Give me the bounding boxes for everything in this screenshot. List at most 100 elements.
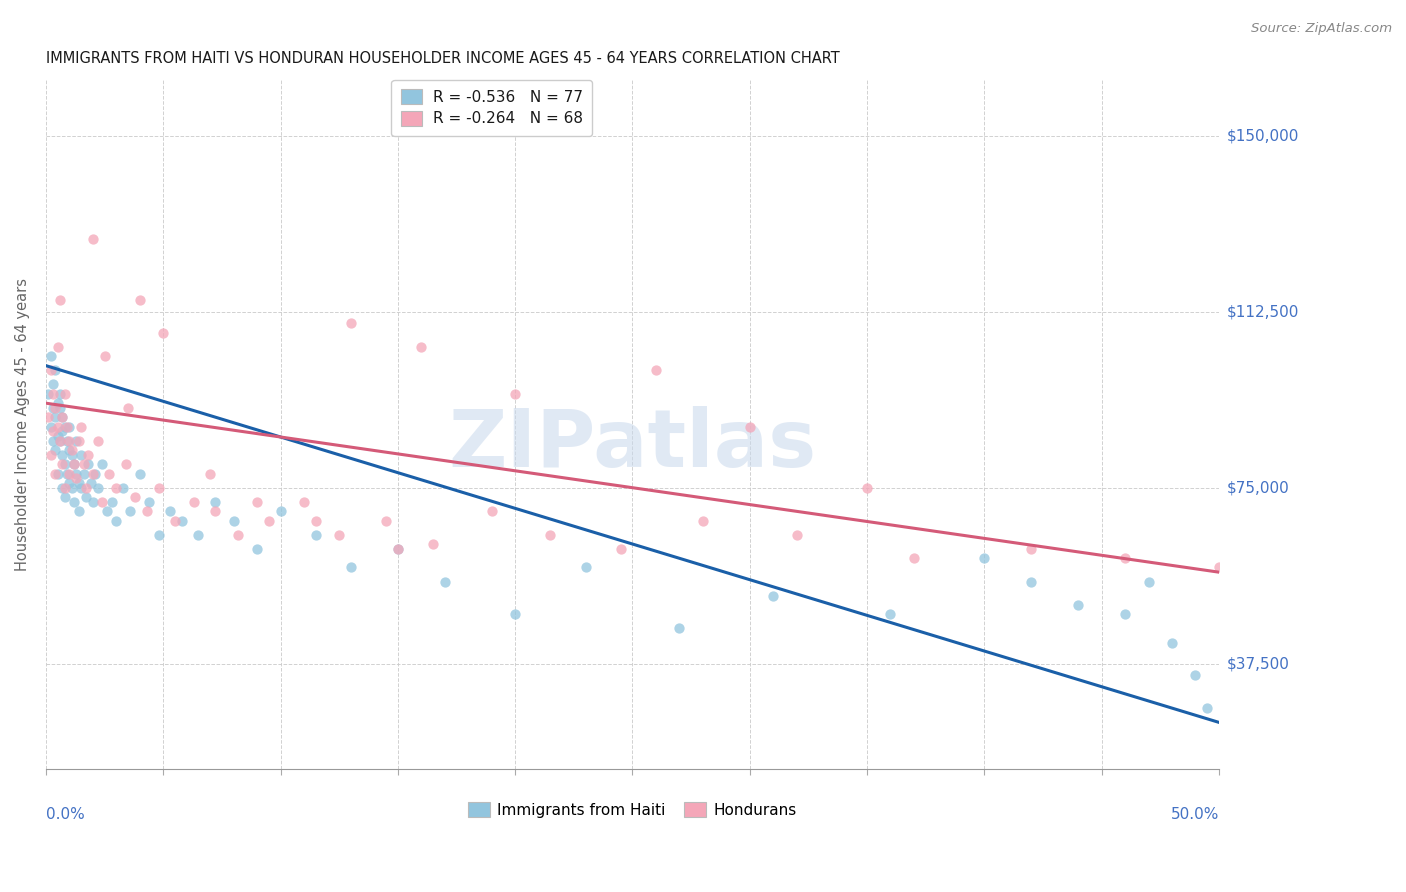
Legend: Immigrants from Haiti, Hondurans: Immigrants from Haiti, Hondurans xyxy=(463,796,803,823)
Point xyxy=(51,425,73,439)
Point xyxy=(411,340,433,354)
Point xyxy=(120,504,142,518)
Point xyxy=(114,457,136,471)
Point xyxy=(49,434,72,448)
Point xyxy=(70,481,93,495)
Point xyxy=(37,386,59,401)
Point xyxy=(375,514,398,528)
Point xyxy=(70,448,93,462)
Point xyxy=(198,467,221,481)
Point xyxy=(42,425,65,439)
Point xyxy=(49,401,72,415)
Point xyxy=(786,527,808,541)
Text: IMMIGRANTS FROM HAITI VS HONDURAN HOUSEHOLDER INCOME AGES 45 - 64 YEARS CORRELAT: IMMIGRANTS FROM HAITI VS HONDURAN HOUSEH… xyxy=(46,51,839,66)
Point xyxy=(152,326,174,340)
Point xyxy=(328,527,350,541)
Point xyxy=(292,495,315,509)
Point xyxy=(1197,701,1219,715)
Point xyxy=(65,471,87,485)
Point xyxy=(53,457,76,471)
Point xyxy=(39,419,62,434)
Point xyxy=(77,448,100,462)
Point xyxy=(340,317,363,331)
Point xyxy=(128,293,150,307)
Point xyxy=(387,541,409,556)
Point xyxy=(135,504,157,518)
Point xyxy=(100,495,122,509)
Point xyxy=(170,514,193,528)
Point xyxy=(84,467,107,481)
Point xyxy=(222,514,245,528)
Point xyxy=(124,490,146,504)
Point xyxy=(51,410,73,425)
Point xyxy=(67,504,90,518)
Point xyxy=(481,504,503,518)
Point xyxy=(340,560,363,574)
Point xyxy=(163,514,186,528)
Point xyxy=(387,541,409,556)
Point xyxy=(53,419,76,434)
Point xyxy=(1114,607,1136,622)
Point xyxy=(112,481,135,495)
Point xyxy=(204,495,226,509)
Point xyxy=(63,495,86,509)
Point xyxy=(503,607,526,622)
Point xyxy=(53,490,76,504)
Point xyxy=(49,386,72,401)
Point xyxy=(58,419,80,434)
Point xyxy=(72,467,94,481)
Point xyxy=(692,514,714,528)
Point xyxy=(56,467,79,481)
Point xyxy=(82,232,104,246)
Point xyxy=(86,434,108,448)
Point xyxy=(51,457,73,471)
Point xyxy=(91,495,114,509)
Point xyxy=(46,340,69,354)
Point xyxy=(56,434,79,448)
Point xyxy=(60,481,83,495)
Point xyxy=(1208,560,1230,574)
Point xyxy=(46,396,69,410)
Point xyxy=(44,443,66,458)
Point xyxy=(159,504,181,518)
Point xyxy=(738,419,761,434)
Point xyxy=(56,419,79,434)
Point xyxy=(856,481,879,495)
Point xyxy=(1019,541,1042,556)
Point xyxy=(538,527,561,541)
Point xyxy=(879,607,901,622)
Point xyxy=(1161,635,1184,649)
Point xyxy=(93,349,115,363)
Y-axis label: Householder Income Ages 45 - 64 years: Householder Income Ages 45 - 64 years xyxy=(15,277,30,571)
Point xyxy=(1137,574,1160,589)
Text: $112,500: $112,500 xyxy=(1227,304,1299,319)
Point xyxy=(51,410,73,425)
Point xyxy=(183,495,205,509)
Point xyxy=(58,467,80,481)
Point xyxy=(58,434,80,448)
Point xyxy=(105,514,128,528)
Point xyxy=(148,481,170,495)
Point xyxy=(644,363,666,377)
Point xyxy=(72,457,94,471)
Point xyxy=(204,504,226,518)
Point xyxy=(1067,598,1090,612)
Point xyxy=(39,448,62,462)
Point xyxy=(574,560,596,574)
Point xyxy=(91,457,114,471)
Text: ZIPatlas: ZIPatlas xyxy=(449,406,817,484)
Point xyxy=(246,541,269,556)
Point xyxy=(75,490,97,504)
Point xyxy=(228,527,250,541)
Point xyxy=(42,401,65,415)
Point xyxy=(82,495,104,509)
Point xyxy=(433,574,456,589)
Point xyxy=(37,410,59,425)
Point xyxy=(305,514,328,528)
Point xyxy=(67,434,90,448)
Point xyxy=(44,410,66,425)
Text: 0.0%: 0.0% xyxy=(46,807,84,822)
Point xyxy=(75,481,97,495)
Point xyxy=(903,551,925,566)
Point xyxy=(503,386,526,401)
